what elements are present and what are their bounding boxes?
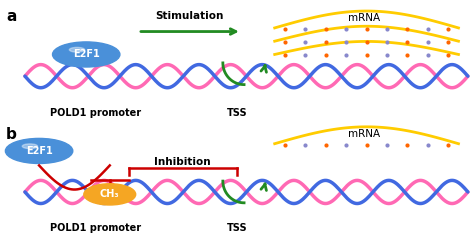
Text: CH₃: CH₃ bbox=[100, 189, 119, 199]
Ellipse shape bbox=[5, 138, 73, 163]
Ellipse shape bbox=[22, 144, 37, 149]
Text: E2F1: E2F1 bbox=[73, 50, 100, 60]
Ellipse shape bbox=[53, 42, 120, 67]
Text: POLD1 promoter: POLD1 promoter bbox=[50, 223, 141, 233]
Ellipse shape bbox=[69, 47, 85, 52]
Text: TSS: TSS bbox=[227, 108, 247, 118]
Text: E2F1: E2F1 bbox=[26, 146, 53, 156]
Text: mRNA: mRNA bbox=[348, 129, 380, 139]
Text: TSS: TSS bbox=[227, 223, 247, 233]
Text: b: b bbox=[6, 127, 17, 142]
Ellipse shape bbox=[84, 184, 136, 205]
Text: Inhibition: Inhibition bbox=[155, 157, 211, 167]
Text: Stimulation: Stimulation bbox=[155, 11, 224, 21]
Text: a: a bbox=[6, 9, 17, 24]
Text: mRNA: mRNA bbox=[348, 13, 380, 23]
Text: POLD1 promoter: POLD1 promoter bbox=[50, 108, 141, 118]
